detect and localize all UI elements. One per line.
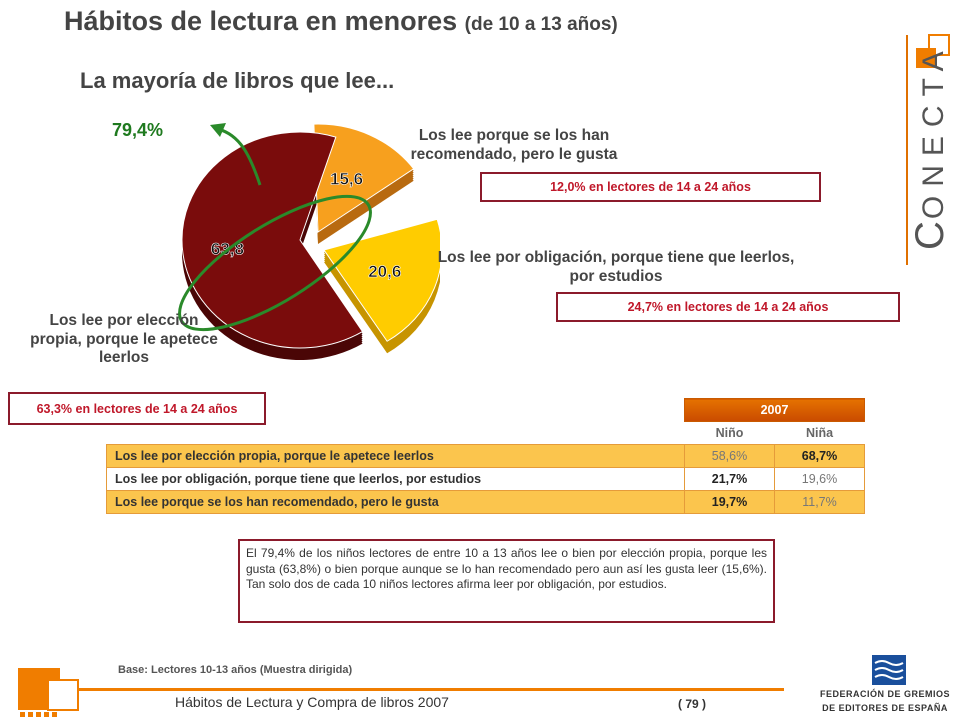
green-arrow <box>217 127 262 186</box>
brand-divider <box>906 35 908 265</box>
gender-table: 2007 Niño Niña Los lee por elección prop… <box>106 398 865 514</box>
green-ellipse <box>178 194 372 332</box>
title-suffix: (de 10 a 13 años) <box>464 14 618 35</box>
col-nino: Niño <box>715 426 744 440</box>
pie-slices-layer <box>181 123 440 349</box>
cell-nina: 68,7% <box>774 444 865 468</box>
page-number: ( 79 ) <box>678 697 707 711</box>
table-corner-2 <box>107 422 685 445</box>
comparison-eleccion: 63,3% en lectores de 14 a 24 años <box>8 392 266 425</box>
federation-line2: DE EDITORES DE ESPAÑA <box>822 702 948 713</box>
page-title: Hábitos de lectura en menores (de 10 a 1… <box>64 6 618 37</box>
green-annotation-layer <box>178 123 372 332</box>
pie-value-label: 15,6 <box>330 170 363 189</box>
base-note: Base: Lectores 10-13 años (Muestra dirig… <box>118 664 353 676</box>
footer-report-title: Hábitos de Lectura y Compra de libros 20… <box>175 694 449 710</box>
footer-divider <box>60 688 784 691</box>
label-eleccion: Los lee por elección propia, porque le a… <box>30 312 218 367</box>
table-gender-row: Niño Niña <box>107 422 865 445</box>
cell-nina: 19,6% <box>774 467 865 491</box>
row-label: Los lee porque se los han recomendado, p… <box>106 490 685 514</box>
pie-chart: 15,620,663,8 <box>178 123 440 360</box>
federation-line1: FEDERACIÓN DE GREMIOS <box>820 689 951 699</box>
col-nina: Niña <box>805 426 834 440</box>
annotation-794: 79,4% <box>112 120 164 140</box>
federation-text: FEDERACIÓN DE GREMIOS DE EDITORES DE ESP… <box>820 688 950 715</box>
pie-slice <box>313 123 415 233</box>
orange-squares-logo-icon <box>18 668 79 717</box>
cell-nino: 58,6% <box>684 444 775 468</box>
table-row: Los lee porque se los han recomendado, p… <box>106 490 865 514</box>
label-recomendado: Los lee porque se los han recomendado, p… <box>410 127 618 163</box>
row-label: Los lee por obligación, porque tiene que… <box>106 467 685 491</box>
page-subtitle: La mayoría de libros que lee... <box>80 68 395 93</box>
cell-nino: 21,7% <box>684 467 775 491</box>
cell-nina: 11,7% <box>774 490 865 514</box>
row-label: Los lee por elección propia, porque le a… <box>106 444 685 468</box>
table-corner <box>107 399 685 422</box>
title-main: Hábitos de lectura en menores <box>64 6 458 36</box>
label-obligacion: Los lee por obligación, porque tiene que… <box>437 249 795 285</box>
conecta-brand-text: CONECTA <box>908 42 953 250</box>
green-arrow-head <box>210 123 226 137</box>
table-year: 2007 <box>684 398 865 422</box>
conecta-logo-square-filled-icon <box>916 48 936 68</box>
comparison-recomendado: 12,0% en lectores de 14 a 24 años <box>480 172 821 202</box>
pie-slice <box>181 131 364 349</box>
table-row: Los lee por elección propia, porque le a… <box>106 444 865 468</box>
brand-initial: C <box>908 219 952 250</box>
conecta-logo-square-outline-icon <box>928 34 950 56</box>
pie-slice <box>323 218 440 342</box>
federacion-gremios-logo-icon <box>872 655 906 685</box>
brand-rest: ONECTA <box>917 42 950 220</box>
table-row: Los lee por obligación, porque tiene que… <box>106 467 865 491</box>
cell-nino: 19,7% <box>684 490 775 514</box>
pie-value-label: 20,6 <box>368 262 401 281</box>
comparison-obligacion: 24,7% en lectores de 14 a 24 años <box>556 292 900 322</box>
table-year-row: 2007 <box>107 398 865 422</box>
summary-comment: El 79,4% de los niños lectores de entre … <box>238 539 775 623</box>
